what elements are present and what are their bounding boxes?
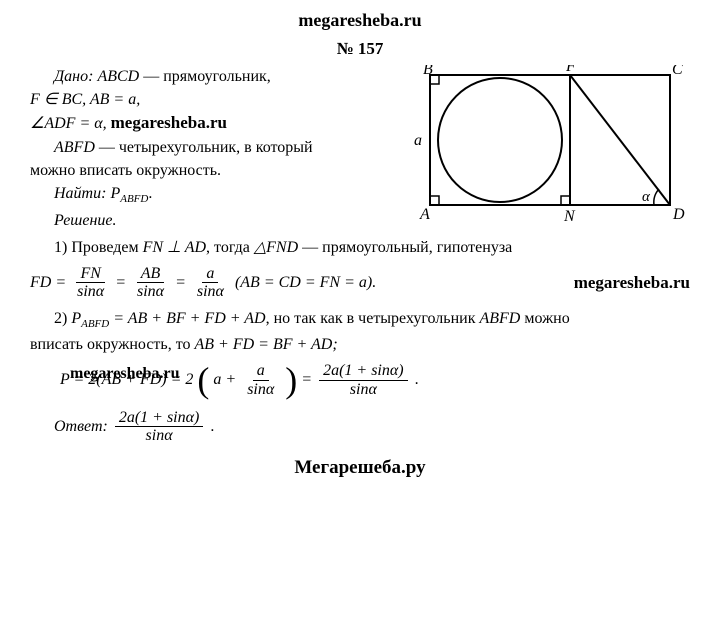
watermark-inline-2: megaresheba.ru [574, 273, 690, 293]
answer-line: Ответ: 2a(1 + sinα)sinα . [54, 409, 690, 445]
given-line-1: Дано: ABCD — прямоугольник, [30, 65, 410, 88]
watermark-bottom: Мегарешеба.ру [30, 457, 690, 479]
given-line-5: можно вписать окружность. [30, 159, 410, 182]
watermark-top: megaresheba.ru [30, 10, 690, 31]
given-line-4: ABFD — четырехугольник, в который [30, 136, 410, 159]
watermark-inline-3: megaresheba.ru [70, 365, 179, 383]
svg-text:D: D [672, 206, 685, 223]
formula-fd: FD = FNsinα = ABsinα = asinα (AB = CD = … [30, 265, 690, 301]
svg-text:C: C [672, 65, 683, 78]
svg-text:a: a [414, 132, 422, 149]
svg-text:F: F [565, 65, 576, 75]
given-line-2: F ∈ BC, AB = a, [30, 88, 410, 111]
svg-text:B: B [423, 65, 433, 78]
step-1: 1) Проведем FN ⊥ AD, тогда △FND — прямоу… [30, 236, 690, 259]
watermark-inline-1: megaresheba.ru [111, 113, 227, 132]
given-line-3: ∠ADF = α, megaresheba.ru [30, 111, 410, 136]
problem-number: № 157 [30, 39, 690, 59]
step-2b: вписать окружность, то AB + FD = BF + AD… [30, 333, 690, 356]
step-2a: 2) PABFD = AB + BF + FD + AD, но так как… [30, 307, 690, 333]
svg-text:α: α [642, 189, 651, 205]
solution-label: Решение. [30, 209, 410, 232]
svg-text:A: A [419, 206, 430, 223]
svg-text:N: N [563, 208, 576, 225]
find-line: Найти: PABFD. [30, 182, 410, 208]
geometry-diagram: B C A D F N a α [410, 65, 690, 225]
